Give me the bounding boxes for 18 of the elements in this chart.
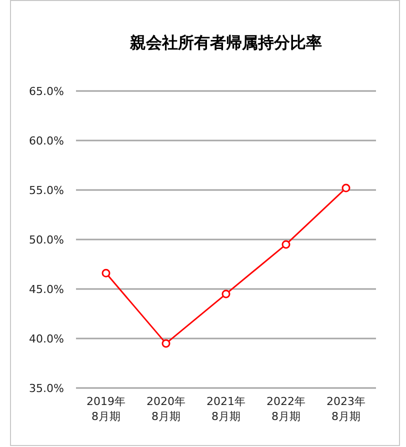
point	[342, 184, 350, 192]
y-tick-label: 50.0%	[29, 234, 64, 246]
x-tick-label: 2019年 8月期	[86, 395, 126, 423]
chart-title: 親会社所有者帰属持分比率	[129, 33, 322, 52]
y-tick-label: 40.0%	[29, 332, 64, 346]
x-tick-label: 2022年 8月期	[266, 395, 306, 423]
point	[102, 268, 110, 278]
x-tick-label: 2021年 8月期	[206, 395, 246, 423]
y-tick-label: 60.0%	[29, 134, 64, 148]
point	[222, 290, 230, 298]
point	[282, 240, 290, 249]
y-tick-label: 45.0%	[29, 283, 64, 296]
x-tick-label: 2020年 8月期	[146, 395, 186, 423]
x-tick-label: 2023年 8月期	[326, 395, 366, 423]
y-tick-label: 35.0%	[29, 382, 64, 395]
y-tick-label: 65.0%	[29, 85, 64, 98]
y-tick-label: 55.0%	[29, 184, 64, 197]
point	[162, 339, 170, 348]
